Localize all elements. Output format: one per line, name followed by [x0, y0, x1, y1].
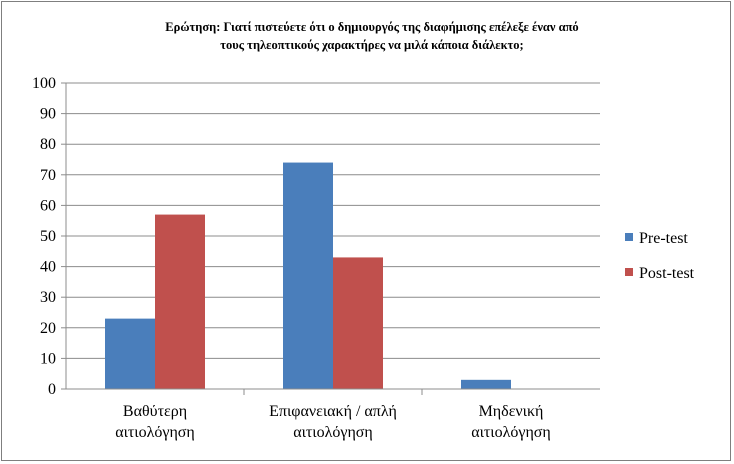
x-category-label: αιτιολόγηση — [293, 424, 373, 441]
y-tick-label: 10 — [40, 350, 56, 367]
bar-post-test — [155, 214, 205, 389]
y-tick-label: 40 — [40, 259, 56, 276]
y-tick-label: 0 — [48, 381, 56, 398]
y-tick-labels: 0 10 20 30 40 50 60 70 80 90 100 — [32, 75, 56, 398]
legend-swatch — [625, 268, 633, 276]
x-category-label: Μηδενική — [479, 403, 544, 420]
legend-label: Post-test — [639, 265, 695, 282]
bar-pre-test — [283, 162, 333, 389]
chart-title: Ερώτηση: Γιατί πιστεύετε ότι ο δημιουργό… — [62, 18, 682, 54]
y-tick-label: 100 — [32, 75, 56, 92]
chart-title-line-1: Ερώτηση: Γιατί πιστεύετε ότι ο δημιουργό… — [165, 20, 579, 34]
y-tick-label: 80 — [40, 136, 56, 153]
axes — [61, 82, 600, 395]
y-tick-label: 60 — [40, 197, 56, 214]
y-tick-label: 20 — [40, 320, 56, 337]
legend-swatch — [625, 233, 633, 241]
bar-pre-test — [461, 379, 511, 389]
y-tick-label: 90 — [40, 106, 56, 123]
legend: Pre-test Post-test — [625, 230, 695, 282]
x-category-label: αιτιολόγηση — [471, 424, 551, 441]
x-category-label: Βαθύτερη — [123, 403, 187, 420]
x-category-labels: Βαθύτερη αιτιολόγηση Επιφανειακή / απλή αιτ… — [115, 403, 551, 441]
bar-pre-test — [105, 318, 155, 389]
bars — [105, 162, 511, 389]
legend-label: Pre-test — [639, 230, 688, 247]
x-category-label: αιτιολόγηση — [115, 424, 195, 441]
bar-post-test — [333, 257, 383, 389]
chart-title-line-2: τους τηλεοπτικούς χαρακτήρες να μιλά κάπ… — [220, 38, 524, 52]
y-tick-label: 30 — [40, 289, 56, 306]
y-tick-label: 70 — [40, 167, 56, 184]
x-category-label: Επιφανειακή / απλή — [269, 403, 397, 420]
y-tick-label: 50 — [40, 228, 56, 245]
